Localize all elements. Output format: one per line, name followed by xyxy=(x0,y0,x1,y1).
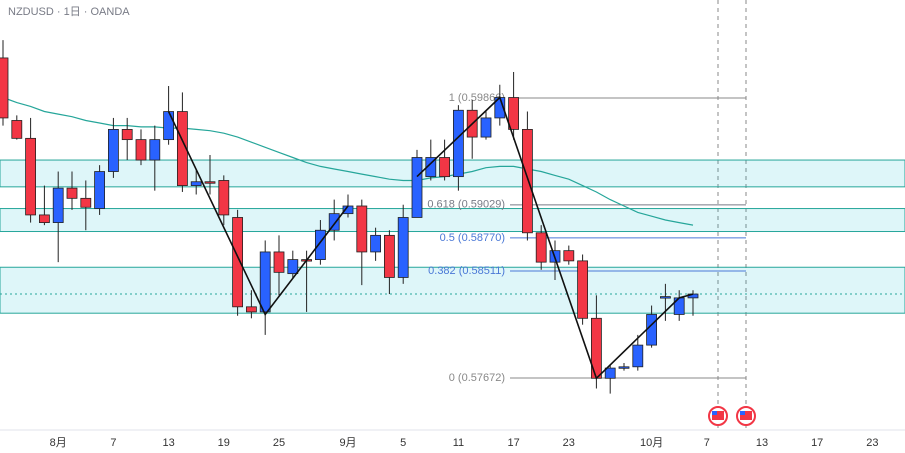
candle-body xyxy=(11,120,23,139)
candle-body xyxy=(563,250,575,262)
event-icon xyxy=(736,406,756,426)
x-tick-label: 17 xyxy=(811,437,823,449)
x-tick-label: 10月 xyxy=(640,437,663,449)
candle-body xyxy=(135,139,147,161)
candle-body xyxy=(204,181,216,184)
zone xyxy=(0,208,905,233)
zone xyxy=(0,159,905,188)
moving-average xyxy=(2,96,694,226)
x-tick-label: 7 xyxy=(110,437,116,449)
candle-body xyxy=(452,109,464,178)
x-tick-label: 8月 xyxy=(50,437,67,449)
x-tick-label: 23 xyxy=(866,437,878,449)
candle-body xyxy=(121,129,133,141)
candle-body xyxy=(245,306,257,313)
candle-body xyxy=(383,234,395,278)
candle-body xyxy=(425,157,437,178)
candle-body xyxy=(39,214,50,223)
candle-body xyxy=(52,187,64,223)
candle-body xyxy=(411,157,423,218)
candle-body xyxy=(259,251,271,313)
fib-label: 0 (0.57672) xyxy=(449,372,505,384)
candle-body xyxy=(273,251,285,273)
candle-body xyxy=(632,344,644,368)
candle-body xyxy=(660,296,671,299)
x-tick-label: 23 xyxy=(563,437,575,449)
candle-body xyxy=(66,187,78,199)
fib-label: 1 (0.59866) xyxy=(449,92,505,104)
x-tick-label: 13 xyxy=(756,437,768,449)
x-tick-label: 11 xyxy=(453,437,464,449)
candle-body xyxy=(535,232,547,263)
x-tick-label: 19 xyxy=(218,437,230,449)
candle-body xyxy=(232,217,244,308)
candle-body xyxy=(397,217,409,278)
candle-body xyxy=(25,137,37,216)
candle-body xyxy=(149,139,161,161)
candle-body xyxy=(163,111,175,141)
candle-body xyxy=(480,117,492,138)
event-icon xyxy=(708,406,728,426)
candle-body xyxy=(218,180,230,216)
chart-title: NZDUSD · 1日 · OANDA xyxy=(8,6,130,18)
fib-label: 0.618 (0.59029) xyxy=(427,199,505,211)
candle-body xyxy=(328,213,340,231)
x-tick-label: 13 xyxy=(162,437,174,449)
candle-body xyxy=(0,57,9,119)
candle-body xyxy=(287,259,299,275)
candle-body xyxy=(342,205,354,215)
candle-body xyxy=(646,314,657,346)
zone xyxy=(0,266,905,314)
candle-body xyxy=(190,181,202,186)
x-tick-label: 5 xyxy=(400,437,406,449)
fib-label: 0.5 (0.58770) xyxy=(440,232,505,244)
candle-body xyxy=(618,366,630,369)
candle-body xyxy=(439,157,451,178)
candle-body xyxy=(314,229,326,260)
candle-body xyxy=(356,205,368,253)
candle-body xyxy=(604,367,616,379)
candle-body xyxy=(94,171,105,209)
x-tick-label: 17 xyxy=(507,437,519,449)
candle-body xyxy=(577,260,588,319)
candle-body xyxy=(108,129,119,172)
x-tick-label: 9月 xyxy=(339,437,356,449)
candle-body xyxy=(80,197,92,208)
x-tick-label: 7 xyxy=(704,437,710,449)
fib-label: 0.382 (0.58511) xyxy=(428,265,505,277)
x-tick-label: 25 xyxy=(273,437,285,449)
zigzag xyxy=(167,96,694,380)
candle-body xyxy=(522,129,533,234)
candle-body xyxy=(370,234,382,253)
candle-body xyxy=(176,111,188,186)
candle-body xyxy=(508,97,520,130)
